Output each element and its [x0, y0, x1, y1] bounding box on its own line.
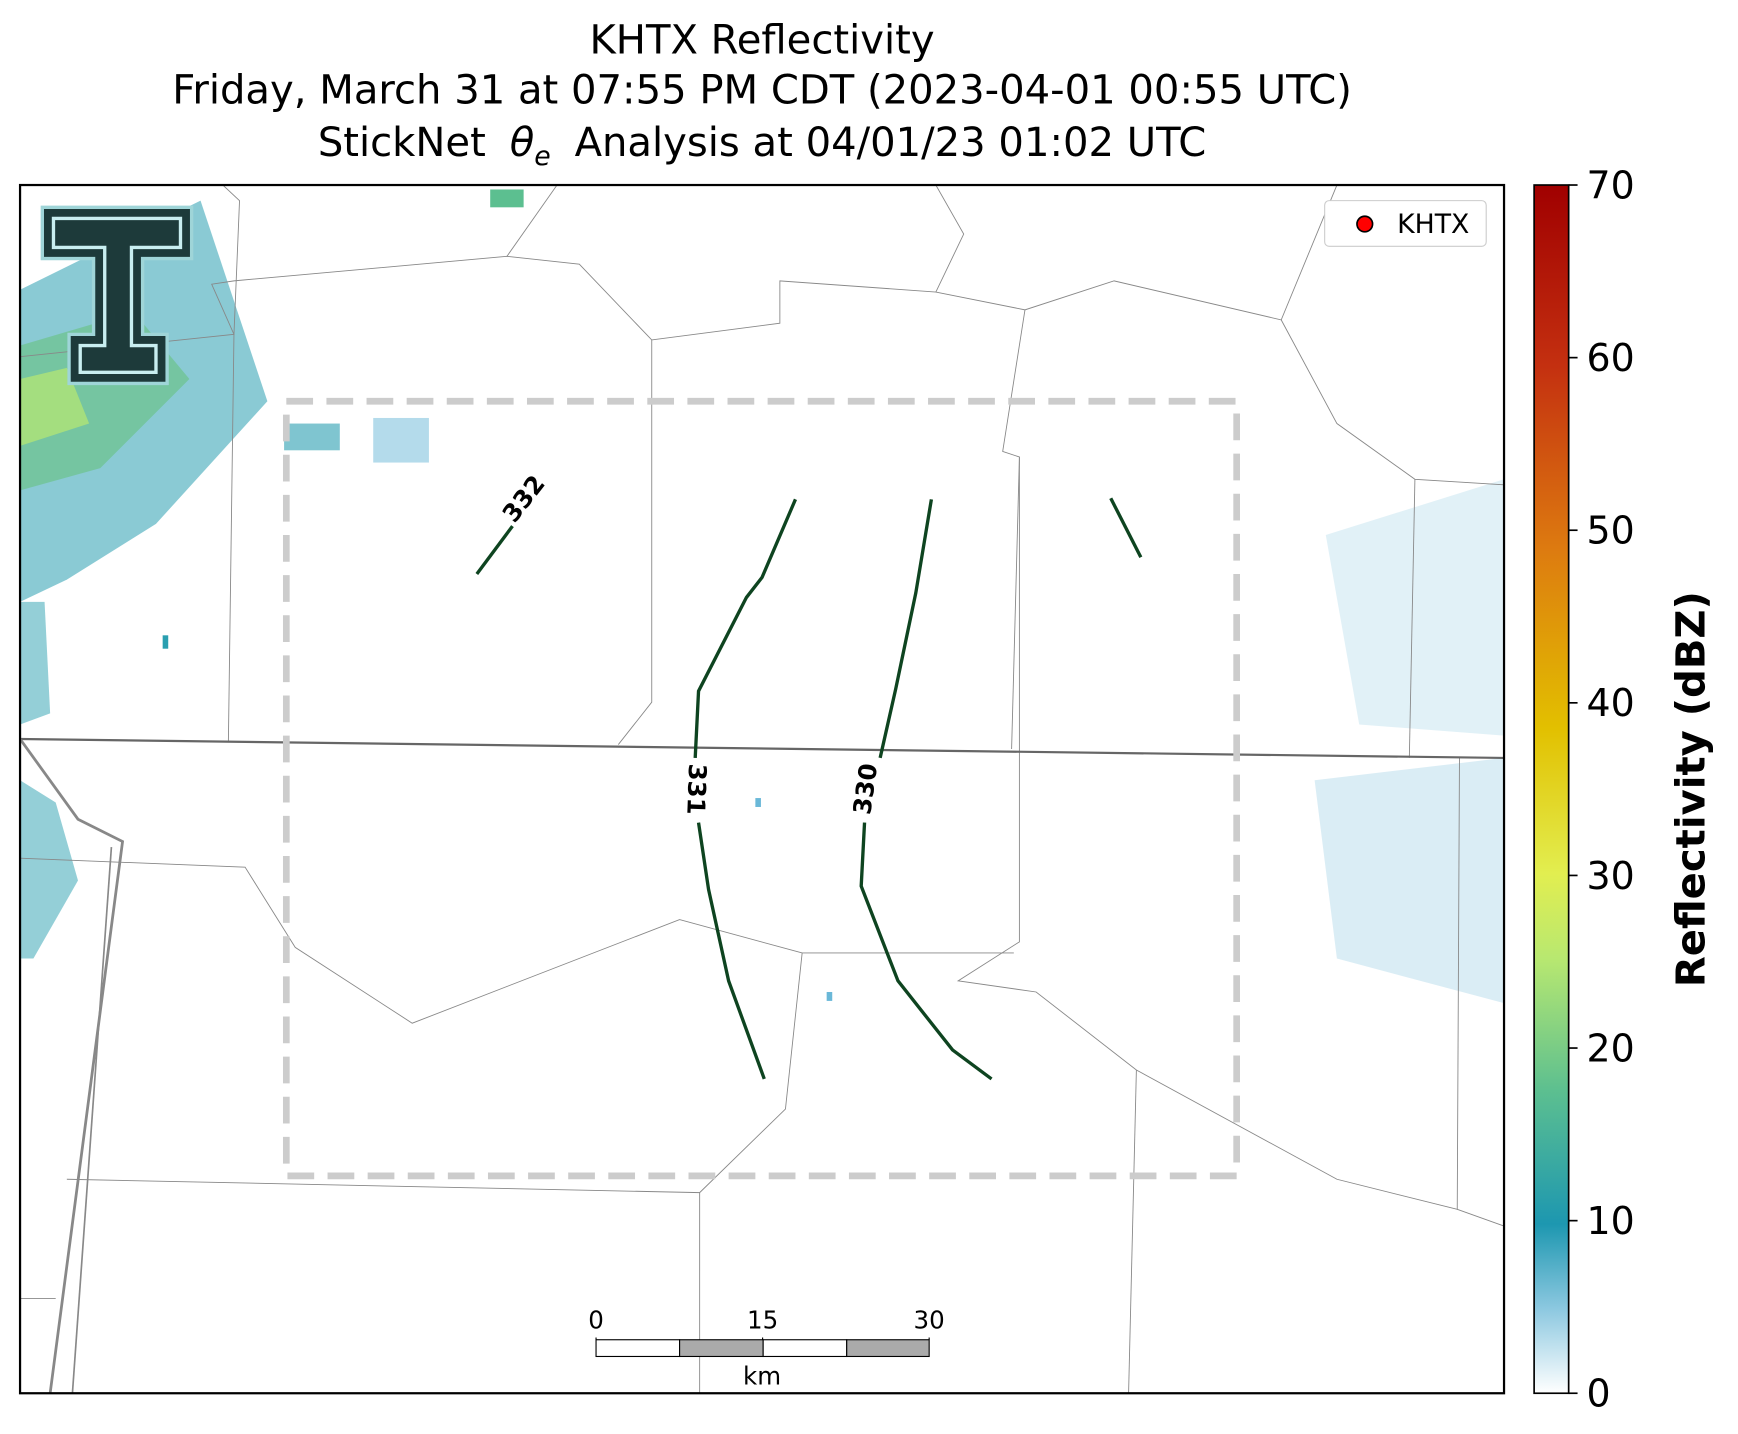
scale-bar: km 0 15 30	[588, 1306, 945, 1391]
colorbar-tick-label: 10	[1586, 1199, 1634, 1243]
colorbar-label: Reflectivity (dBZ)	[1669, 591, 1715, 987]
colorbar-tick-label: 30	[1586, 854, 1634, 898]
plot: KHTX Reflectivity Friday, March 31 at 07…	[18, 17, 1715, 1416]
legend-box	[1324, 200, 1487, 247]
legend-marker	[1356, 215, 1374, 233]
map: 332 331 330 km 0 15 30 KHTX	[20, 185, 1505, 1394]
county-borders	[20, 185, 1505, 1394]
scale-bar-label: 0	[588, 1306, 604, 1335]
colorbar	[1533, 184, 1570, 1395]
title-line3: StickNet θe Analysis at 04/01/23 01:02 U…	[318, 120, 1206, 175]
title-line1: KHTX Reflectivity	[590, 17, 935, 63]
state-border-inner	[71, 847, 113, 1394]
logo	[40, 205, 194, 386]
scale-bar-label: 30	[914, 1306, 945, 1335]
contour-label: 330	[847, 762, 883, 817]
colorbar-tick-label: 60	[1586, 336, 1634, 380]
legend-label: KHTX	[1397, 209, 1469, 240]
colorbar-tick-label: 40	[1586, 681, 1634, 725]
colorbar-tick-label: 70	[1586, 163, 1634, 207]
colorbar-ticks: 0 10 20 30 40 50 60 70	[1568, 163, 1635, 1416]
title-line2: Friday, March 31 at 07:55 PM CDT (2023-0…	[172, 68, 1352, 114]
map-bg	[20, 185, 1505, 1394]
colorbar-tick-label: 20	[1586, 1026, 1634, 1070]
legend: KHTX	[1324, 200, 1487, 247]
contour-label: 331	[681, 763, 712, 815]
colorbar-tick-label: 50	[1586, 509, 1634, 553]
title-suffix: Analysis at 04/01/23 01:02 UTC	[575, 120, 1207, 166]
colorbar-tick-label: 0	[1586, 1372, 1610, 1416]
map-frame	[18, 183, 1506, 1395]
scale-bar-label: 15	[747, 1306, 778, 1335]
title-subscript: e	[534, 141, 550, 172]
state-border	[20, 737, 1505, 760]
state-border-west	[20, 738, 125, 1394]
title-prefix: StickNet	[318, 120, 486, 166]
scale-bar-unit: km	[743, 1361, 781, 1390]
theta-e-contours	[475, 497, 1143, 1081]
analysis-domain	[282, 397, 1240, 1180]
title-symbol: θ	[510, 120, 535, 166]
